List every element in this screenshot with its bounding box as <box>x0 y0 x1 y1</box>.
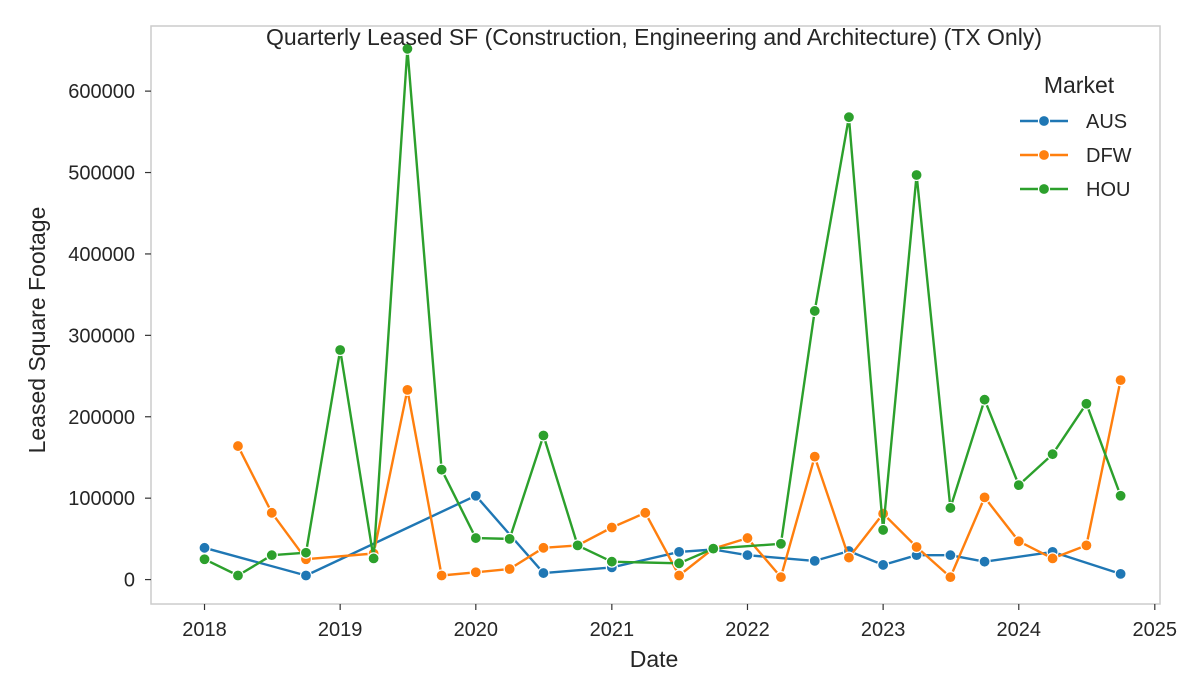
data-point-hou <box>877 523 890 537</box>
data-point-aus <box>808 554 821 567</box>
data-point-dfw <box>265 506 278 519</box>
data-point-hou <box>334 343 347 357</box>
data-point-dfw <box>503 562 516 576</box>
data-point-dfw <box>1046 552 1059 565</box>
data-point-hou <box>605 555 618 568</box>
data-point-hou <box>198 553 211 566</box>
series-line-dfw <box>236 379 1122 579</box>
data-point-dfw <box>741 531 754 545</box>
legend-label-dfw: DFW <box>1086 145 1132 167</box>
y-tick-label: 400000 <box>68 244 135 266</box>
y-tick-label: 0 <box>124 570 135 592</box>
data-point-aus <box>877 558 890 572</box>
series-line-hou <box>203 47 1122 577</box>
data-point-dfw <box>944 571 957 584</box>
data-point-aus <box>299 569 313 582</box>
data-point-aus <box>672 545 686 558</box>
data-point-dfw <box>231 439 245 453</box>
tick-labels: 2018 2019 2020 2021 2022 2023 2024 2025 0 100000 2… <box>68 81 1177 641</box>
data-point-dfw <box>910 540 923 554</box>
data-point-dfw <box>435 569 448 582</box>
y-tick-label: 200000 <box>68 407 135 429</box>
data-point-hou <box>808 304 821 318</box>
x-tick-label: 2025 <box>1133 619 1178 641</box>
data-point-hou <box>367 552 380 565</box>
data-point-hou <box>1080 397 1093 410</box>
data-point-hou <box>910 168 923 182</box>
x-axis-label: Date <box>630 646 679 672</box>
data-point-hou <box>1046 448 1059 461</box>
legend-marker-hou <box>1037 182 1051 196</box>
x-tick-label: 2020 <box>454 619 499 641</box>
legend-title: Market <box>1044 72 1115 98</box>
data-point-hou <box>537 429 550 442</box>
data-point-aus <box>741 549 754 562</box>
y-tick-label: 600000 <box>68 81 135 103</box>
legend-marker-dfw <box>1037 148 1051 162</box>
data-point-dfw <box>1012 535 1025 548</box>
data-point-aus <box>978 555 991 568</box>
y-tick-label: 300000 <box>68 325 135 347</box>
data-point-hou <box>503 532 516 545</box>
legend: Market AUS DFW HOU <box>1020 72 1132 201</box>
data-point-dfw <box>605 521 618 534</box>
data-point-hou <box>469 531 482 545</box>
data-point-hou <box>299 546 313 559</box>
y-axis-label: Leased Square Footage <box>24 207 50 454</box>
data-point-dfw <box>639 506 652 519</box>
data-point-dfw <box>1114 374 1127 387</box>
data-point-hou <box>435 463 448 476</box>
data-point-aus <box>198 541 211 554</box>
chart-title: Quarterly Leased SF (Construction, Engin… <box>266 24 1042 50</box>
data-point-dfw <box>1080 539 1093 552</box>
data-point-hou <box>944 501 957 515</box>
legend-label-aus: AUS <box>1086 111 1127 133</box>
data-point-aus <box>537 566 550 580</box>
data-point-aus <box>469 489 482 502</box>
x-tick-label: 2024 <box>997 619 1042 641</box>
data-point-dfw <box>808 450 821 463</box>
series-hou <box>198 42 1127 582</box>
data-point-hou <box>842 111 856 124</box>
legend-marker-aus <box>1037 114 1051 128</box>
data-point-aus <box>1114 567 1127 580</box>
data-point-dfw <box>537 541 550 554</box>
x-tick-label: 2021 <box>590 619 635 641</box>
data-point-hou <box>571 539 584 552</box>
data-point-hou <box>978 393 991 406</box>
data-point-hou <box>265 549 278 562</box>
data-point-dfw <box>469 566 482 579</box>
plot-frame <box>150 25 1161 605</box>
data-point-hou <box>707 542 720 555</box>
data-point-hou <box>401 42 414 55</box>
data-point-dfw <box>842 551 856 564</box>
x-tick-label: 2018 <box>182 619 227 641</box>
x-tick-label: 2019 <box>318 619 363 641</box>
data-point-hou <box>1114 489 1127 502</box>
legend-label-hou: HOU <box>1086 179 1130 201</box>
y-tick-label: 100000 <box>68 488 135 510</box>
data-point-aus <box>944 549 957 562</box>
data-point-dfw <box>774 571 788 584</box>
data-point-dfw <box>672 569 686 582</box>
data-point-hou <box>774 537 788 550</box>
data-point-hou <box>1012 479 1025 492</box>
data-point-dfw <box>978 491 991 504</box>
x-tick-label: 2023 <box>861 619 906 641</box>
data-point-dfw <box>401 383 414 396</box>
y-tick-label: 500000 <box>68 163 135 185</box>
data-point-hou <box>672 557 686 570</box>
x-tick-label: 2022 <box>725 619 770 641</box>
series-lines <box>198 42 1127 584</box>
data-point-hou <box>231 569 245 582</box>
axes <box>145 25 1161 610</box>
